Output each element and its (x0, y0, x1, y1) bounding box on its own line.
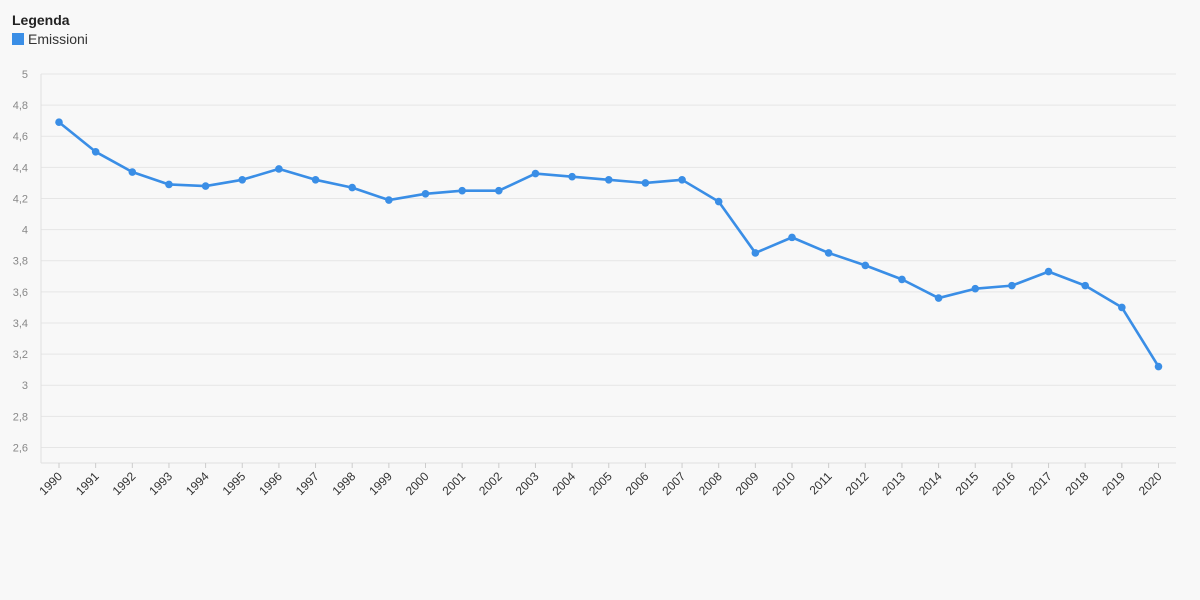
x-tick-label: 2012 (843, 469, 872, 498)
y-tick-label: 3 (22, 380, 28, 392)
y-tick-label: 4,4 (13, 162, 28, 174)
legend-title: Legenda (12, 12, 70, 28)
y-tick-label: 2,8 (13, 411, 28, 423)
x-tick-label: 2017 (1026, 469, 1055, 498)
x-tick-label: 2016 (989, 469, 1018, 498)
x-tick-label: 1994 (183, 469, 212, 498)
x-tick-label: 2003 (513, 469, 542, 498)
data-point[interactable] (385, 196, 393, 204)
data-point[interactable] (751, 249, 760, 257)
series-line (57, 120, 1160, 368)
x-tick-label: 1990 (36, 469, 65, 498)
x-tick-label: 2002 (476, 469, 505, 498)
x-tick-label: 1996 (256, 469, 285, 498)
data-point[interactable] (568, 172, 576, 181)
data-point[interactable] (971, 284, 980, 293)
data-point[interactable] (275, 165, 283, 173)
x-tick-label: 2018 (1063, 469, 1092, 498)
x-tick-label: 2005 (586, 469, 615, 498)
x-axis: 1990 1991 1992 1993 1994 1995 1996 1997 1998 1999… (36, 462, 1176, 498)
data-point[interactable] (1154, 362, 1163, 371)
data-point[interactable] (1008, 281, 1016, 290)
x-tick-label: 2014 (916, 469, 945, 498)
legend-item-label: Emissioni (28, 31, 88, 47)
legend-item-emissioni[interactable]: Emissioni (12, 31, 88, 47)
x-tick-label: 2001 (439, 469, 468, 498)
data-point[interactable] (714, 197, 723, 206)
x-tick-label: 1995 (220, 469, 249, 498)
data-point[interactable] (1118, 303, 1126, 312)
data-point[interactable] (604, 176, 613, 184)
data-point[interactable] (421, 190, 430, 198)
data-point[interactable] (1081, 281, 1089, 290)
x-tick-label: 2010 (769, 469, 798, 498)
y-tick-label: 3,2 (13, 349, 28, 361)
data-point[interactable] (495, 186, 503, 195)
data-point[interactable] (678, 176, 686, 184)
x-tick-label: 2004 (549, 469, 578, 498)
x-tick-label: 2008 (696, 469, 725, 498)
data-point[interactable] (641, 179, 650, 187)
data-point[interactable] (458, 186, 466, 195)
y-tick-label: 4,2 (13, 193, 28, 205)
x-tick-label: 2013 (879, 469, 908, 498)
data-point[interactable] (201, 182, 210, 190)
x-tick-label: 1997 (293, 469, 322, 498)
y-tick-label: 3,6 (13, 287, 28, 299)
y-tick-label: 5 (22, 69, 28, 81)
x-tick-label: 2000 (403, 469, 432, 498)
y-tick-label: 2,6 (13, 442, 28, 454)
data-point[interactable] (788, 233, 796, 242)
data-point[interactable] (531, 169, 540, 178)
x-tick-label: 1993 (146, 469, 175, 498)
x-tick-label: 2019 (1099, 469, 1128, 498)
x-tick-label: 2015 (953, 469, 982, 498)
data-point[interactable] (861, 261, 870, 270)
x-tick-label: 1992 (110, 469, 139, 498)
x-tick-label: 1998 (330, 469, 359, 498)
data-point[interactable] (91, 148, 100, 156)
data-point[interactable] (165, 180, 173, 189)
y-tick-label: 4 (22, 225, 28, 237)
x-tick-label: 2020 (1136, 469, 1165, 498)
x-tick-label: 2006 (623, 469, 652, 498)
y-axis: 2,6 2,8 3 3,2 3,4 3,6 3,8 4 4,2 4,4 4,6 4,8 5 (13, 69, 42, 463)
x-tick-label: 1999 (366, 469, 395, 498)
x-tick-label: 2009 (733, 469, 762, 498)
data-point[interactable] (934, 294, 943, 302)
data-point[interactable] (1044, 267, 1053, 276)
data-point[interactable] (55, 118, 63, 127)
legend-swatch (12, 33, 24, 45)
grid-lines (41, 73, 1176, 448)
data-point[interactable] (238, 176, 247, 184)
y-tick-label: 4,6 (13, 131, 28, 143)
data-point[interactable] (348, 183, 357, 192)
y-tick-label: 3,8 (13, 256, 28, 268)
data-point[interactable] (128, 168, 137, 176)
x-tick-label: 1991 (73, 469, 102, 498)
series-layer (55, 118, 1163, 371)
legend: Legenda Emissioni (12, 12, 88, 47)
x-tick-label: 2011 (807, 469, 835, 497)
data-point[interactable] (824, 249, 833, 257)
x-tick-label: 2007 (659, 469, 688, 498)
data-point[interactable] (898, 275, 906, 284)
y-tick-label: 4,8 (13, 100, 28, 112)
y-tick-label: 3,4 (13, 318, 28, 330)
data-point[interactable] (311, 176, 320, 184)
